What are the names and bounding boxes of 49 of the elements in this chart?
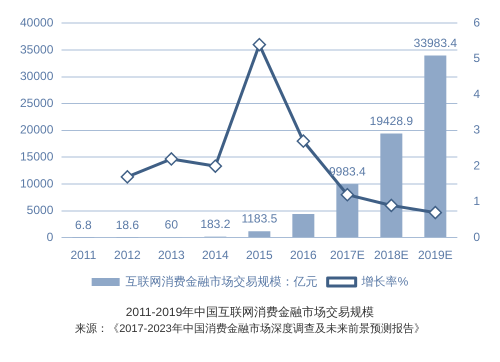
y-tick-label: 25000 bbox=[20, 96, 54, 110]
y2-tick-label: 1 bbox=[473, 194, 480, 208]
bar bbox=[424, 55, 446, 238]
y2-tick-label: 5 bbox=[473, 51, 480, 66]
x-tick-label: 2011 bbox=[70, 248, 97, 262]
x-tick-label: 2013 bbox=[158, 248, 186, 262]
data-label: 60 bbox=[164, 218, 178, 232]
point bbox=[120, 170, 134, 184]
y2-tick-label: 2 bbox=[473, 158, 480, 172]
y2-tick-label: 0 bbox=[473, 230, 480, 244]
data-label: 18.6 bbox=[116, 218, 140, 232]
y-tick-label: 30000 bbox=[20, 69, 54, 84]
bar bbox=[248, 231, 270, 238]
y2-tick-label: 4 bbox=[473, 86, 480, 101]
y2-tick-label: 6 bbox=[473, 16, 480, 30]
bar bbox=[380, 133, 402, 238]
y-tick-label: 40000 bbox=[20, 16, 54, 30]
y-tick-label: 5000 bbox=[26, 203, 54, 218]
point bbox=[252, 38, 266, 52]
text: 2011-2019年中国互联网消费金融市场交易规模 bbox=[124, 304, 376, 321]
data-label: 1183.5 bbox=[241, 212, 278, 226]
x-tick-label: 2018E bbox=[374, 248, 409, 262]
y-tick-label: 15000 bbox=[20, 150, 54, 164]
y-tick-label: 20000 bbox=[20, 122, 54, 137]
point bbox=[428, 206, 442, 220]
data-label: 9983.4 bbox=[328, 164, 366, 178]
x-tick-label: 2012 bbox=[114, 248, 142, 262]
y-tick-label: 10000 bbox=[20, 176, 54, 190]
legend-label: 互联网消费金融市场交易规模：亿元 bbox=[126, 274, 318, 288]
source-note: 来源：《2017-2023年中国消费金融市场深度调查及未来前景预测报告》 bbox=[74, 322, 426, 336]
x-tick-label: 2016 bbox=[290, 248, 318, 262]
y2-tick-label: 3 bbox=[473, 122, 480, 137]
y-tick-label: 0 bbox=[46, 230, 54, 244]
data-label: 33983.4 bbox=[414, 36, 458, 50]
legend-label: 增长率% bbox=[360, 274, 409, 288]
data-label: 6.8 bbox=[75, 218, 92, 232]
y-tick-label: 35000 bbox=[20, 42, 54, 56]
data-label: 19428.9 bbox=[370, 114, 414, 128]
point bbox=[384, 198, 398, 212]
point bbox=[208, 159, 222, 173]
x-tick-label: 2015 bbox=[246, 248, 274, 262]
point bbox=[296, 134, 310, 148]
x-tick-label: 2014 bbox=[202, 248, 230, 262]
bar bbox=[292, 214, 314, 238]
point bbox=[164, 152, 178, 166]
x-tick-label: 2019E bbox=[418, 248, 453, 262]
point bbox=[340, 188, 354, 202]
data-label: 183.2 bbox=[200, 216, 231, 231]
x-tick-label: 2017E bbox=[330, 248, 365, 262]
